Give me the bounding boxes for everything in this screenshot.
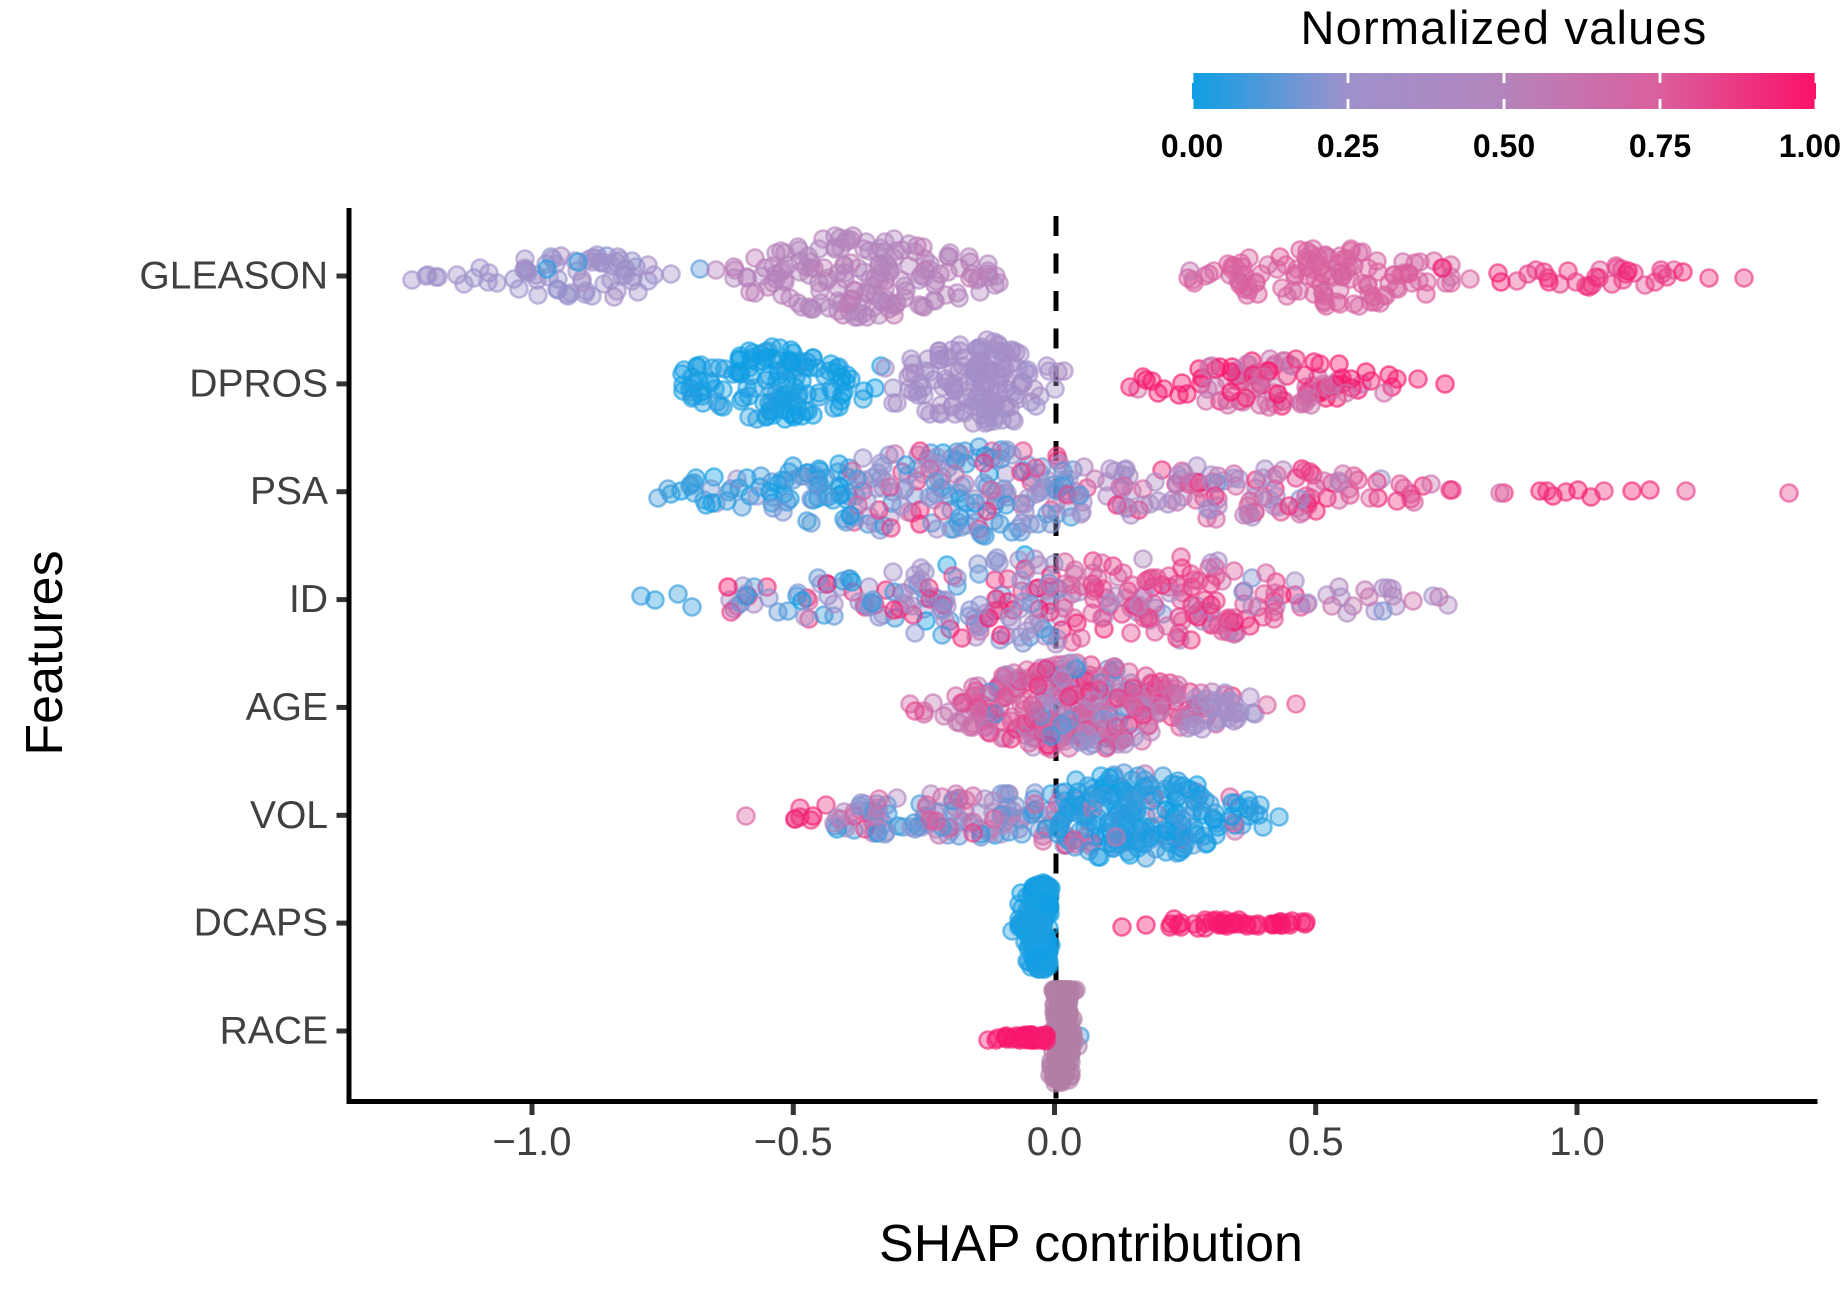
svg-text:1.0: 1.0 <box>1549 1120 1605 1164</box>
svg-text:ID: ID <box>289 578 328 621</box>
svg-text:PSA: PSA <box>250 470 328 513</box>
svg-text:−0.5: −0.5 <box>754 1120 833 1164</box>
svg-text:0.75: 0.75 <box>1629 128 1691 164</box>
svg-text:AGE: AGE <box>246 686 328 729</box>
svg-text:0.5: 0.5 <box>1288 1120 1344 1164</box>
svg-text:0.50: 0.50 <box>1473 128 1535 164</box>
svg-text:GLEASON: GLEASON <box>139 255 328 298</box>
svg-text:0.00: 0.00 <box>1161 128 1223 164</box>
svg-text:DPROS: DPROS <box>189 362 328 405</box>
svg-text:VOL: VOL <box>250 794 328 837</box>
svg-text:Features: Features <box>16 550 74 755</box>
svg-text:1.00: 1.00 <box>1779 128 1841 164</box>
svg-text:DCAPS: DCAPS <box>194 902 328 945</box>
svg-text:SHAP contribution: SHAP contribution <box>879 1215 1303 1273</box>
svg-text:0.0: 0.0 <box>1027 1120 1083 1164</box>
svg-text:Normalized values: Normalized values <box>1300 1 1707 54</box>
svg-text:RACE: RACE <box>220 1010 328 1053</box>
svg-text:0.25: 0.25 <box>1317 128 1379 164</box>
svg-text:−1.0: −1.0 <box>493 1120 572 1164</box>
